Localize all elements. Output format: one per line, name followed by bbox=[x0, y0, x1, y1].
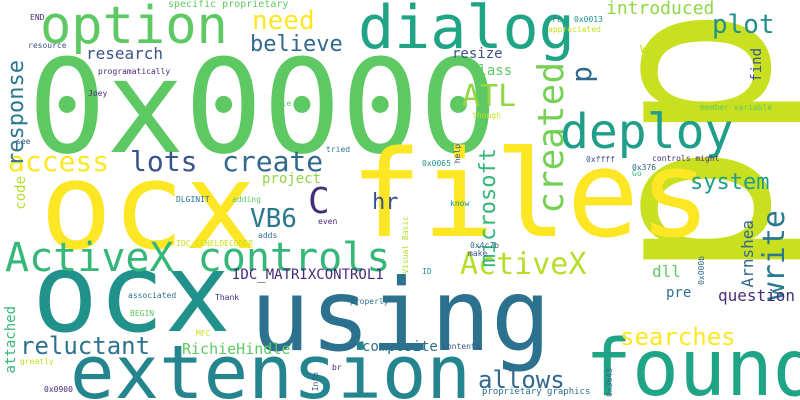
word-proprietary-graphics: proprietary graphics bbox=[482, 387, 591, 397]
word-visual-basic: Visual Basic bbox=[401, 216, 410, 274]
word-found: found bbox=[585, 324, 800, 400]
word-allows: allows bbox=[478, 366, 565, 394]
word-id: ID bbox=[422, 267, 432, 276]
word-dll: dll bbox=[652, 262, 681, 281]
word-lots: lots bbox=[130, 145, 198, 178]
word-reluctant: reluctant bbox=[20, 332, 151, 360]
word-go: Go bbox=[632, 169, 642, 178]
word-br: br bbox=[332, 363, 342, 372]
word-response: response bbox=[4, 60, 29, 166]
word-properly: properly bbox=[350, 297, 389, 306]
word-adding: adding bbox=[232, 195, 261, 204]
word-files: files bbox=[350, 126, 712, 265]
word-0x0000: 0x0000 bbox=[28, 31, 498, 183]
word-tried: tried bbox=[326, 145, 351, 154]
word-know: know bbox=[450, 199, 470, 208]
word-attached: attached bbox=[3, 306, 19, 374]
word-arnshea: Arnshea bbox=[738, 220, 757, 288]
word-hr: hr bbox=[372, 190, 399, 215]
word-0x000b: 0x000b bbox=[697, 256, 706, 285]
word-dialog: dialog bbox=[358, 0, 575, 63]
word-0x0013: 0x0013 bbox=[574, 15, 603, 24]
word-specific-proprietary: specific proprietary bbox=[168, 0, 289, 10]
word-activex: ActiveX bbox=[460, 247, 587, 282]
word-resource: resource bbox=[28, 41, 67, 50]
word-pre: pre bbox=[666, 285, 692, 301]
word-info: Info bbox=[311, 372, 320, 392]
word-atl: ATL bbox=[462, 79, 517, 114]
word-end: END bbox=[30, 13, 45, 22]
word-0x3643: 0x3643 bbox=[605, 368, 614, 397]
word-research: research bbox=[86, 44, 164, 63]
word-0x0065: 0x0065 bbox=[422, 159, 451, 168]
word-believe: believe bbox=[250, 32, 343, 57]
word-ocx-teal: ocx bbox=[32, 229, 231, 357]
word-create: create bbox=[222, 145, 324, 178]
word-0xffff: 0xffff bbox=[586, 155, 615, 164]
word-way: way bbox=[640, 41, 666, 57]
word-c: C bbox=[308, 181, 330, 222]
word-programatically: programatically bbox=[98, 67, 171, 76]
word-plot: plot bbox=[712, 10, 775, 40]
word-help: help bbox=[453, 144, 462, 164]
word-question: question bbox=[718, 286, 796, 305]
word-idc-leneldecoder: IDC_LENELDECODER bbox=[176, 239, 254, 248]
word-using: using bbox=[250, 257, 552, 374]
word-0x376: 0x376 bbox=[632, 163, 657, 172]
word-p: p bbox=[565, 66, 598, 83]
word-vb6: VB6 bbox=[250, 204, 297, 234]
word-introduced: introduced bbox=[606, 0, 715, 19]
word-created: created bbox=[531, 62, 572, 214]
word-resize: resize bbox=[452, 46, 503, 62]
word-project: project bbox=[262, 171, 322, 187]
word-contents: contents bbox=[442, 342, 481, 351]
word-rc: rc bbox=[552, 15, 562, 24]
word-ocx-yellow: ocx bbox=[40, 138, 257, 277]
word-see: see bbox=[16, 137, 31, 146]
word-composite: composite bbox=[362, 339, 438, 355]
word-though: though bbox=[472, 111, 501, 120]
word-member-variable: member variable bbox=[700, 103, 773, 112]
word-deploy: deploy bbox=[560, 104, 734, 160]
word-system: system bbox=[690, 170, 770, 195]
word-activex-controls: ActiveX controls bbox=[5, 235, 391, 281]
word-richiehindle: RichieHindle bbox=[182, 340, 291, 358]
word-make: make bbox=[468, 249, 488, 258]
word-appreciated: appreciated bbox=[548, 25, 601, 34]
word-even: even bbox=[318, 217, 338, 226]
word-access: access bbox=[8, 145, 110, 178]
word-option: option bbox=[40, 0, 228, 56]
word-dlginit: DLGINIT bbox=[176, 195, 210, 204]
word-searches: searches bbox=[620, 323, 736, 351]
word-need: need bbox=[252, 6, 315, 36]
word-controls-might: controls might bbox=[652, 154, 720, 163]
word-mfc: MFC bbox=[196, 329, 211, 338]
word-idc-matrixcontrol1: IDC_MATRIXCONTROL1 bbox=[232, 267, 384, 283]
word-joey: Joey bbox=[88, 89, 108, 98]
word-thank: Thank bbox=[215, 293, 240, 302]
word-associated: associated bbox=[128, 291, 177, 300]
word-extension: extension bbox=[70, 330, 471, 400]
word-0x0900: 0x0900 bbox=[44, 385, 73, 394]
word-able: able bbox=[272, 99, 292, 108]
word-greatly: greatly bbox=[20, 357, 54, 366]
word-find: find bbox=[749, 48, 765, 82]
word-class: class bbox=[470, 63, 513, 79]
word-begin: BEGIN bbox=[130, 309, 155, 318]
word-0x4c7b: 0x4c7b bbox=[470, 241, 499, 250]
word-adds: adds bbox=[258, 231, 278, 240]
word-code: code bbox=[13, 176, 29, 210]
